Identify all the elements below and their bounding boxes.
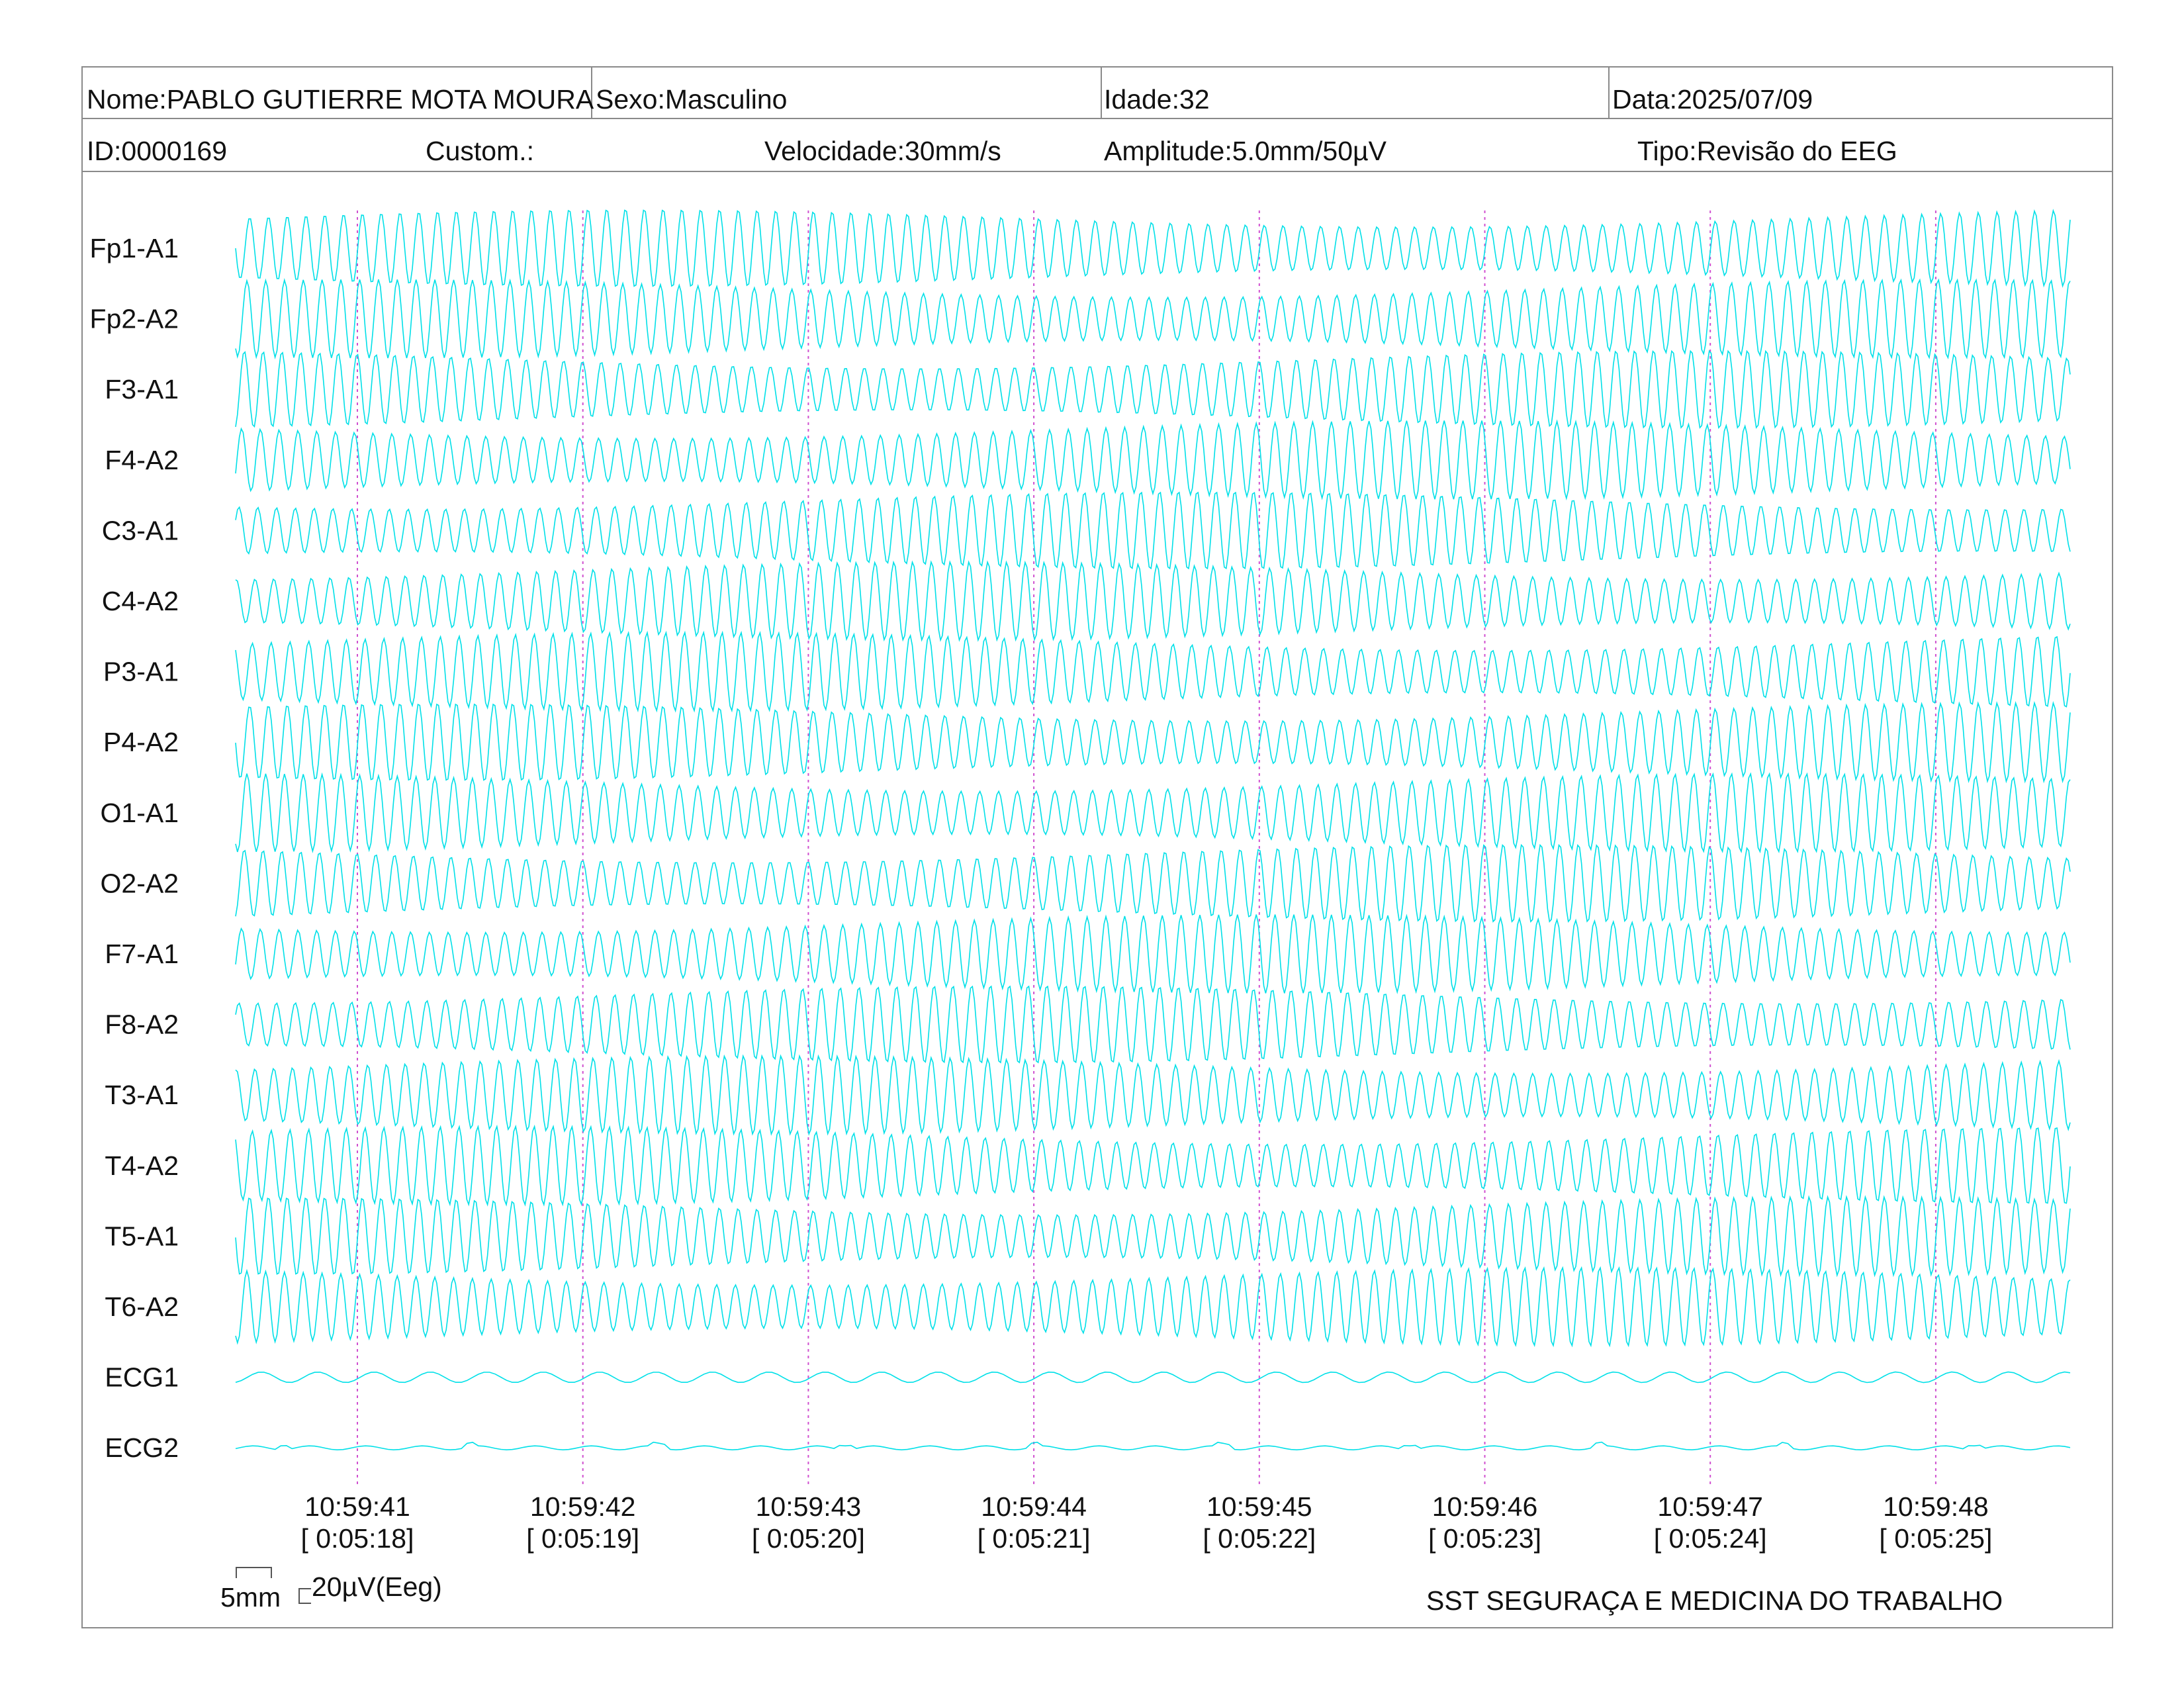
header-divider	[1101, 66, 1102, 119]
channel-label: F3-A1	[105, 374, 179, 404]
channel-trace	[235, 1054, 2071, 1136]
exam-type: Tipo:Revisão do EEG	[1637, 136, 1897, 166]
time-marker-clock: 10:59:47	[1657, 1491, 1763, 1522]
time-marker-elapsed: [ 0:05:22]	[1203, 1523, 1316, 1554]
channel-label: T4-A2	[105, 1150, 179, 1181]
channel-label: T5-A1	[105, 1221, 179, 1251]
channel-trace	[235, 1195, 2071, 1278]
time-marker-clock: 10:59:48	[1883, 1491, 1989, 1522]
time-marker-elapsed: [ 0:05:24]	[1654, 1523, 1767, 1554]
time-marker-clock: 10:59:46	[1432, 1491, 1538, 1522]
channel-trace	[235, 772, 2071, 854]
time-marker-elapsed: [ 0:05:19]	[526, 1523, 639, 1554]
time-marker-clock: 10:59:44	[981, 1491, 1087, 1522]
channel-trace	[235, 1124, 2071, 1207]
time-scale-mark	[236, 1567, 272, 1578]
time-marker-elapsed: [ 0:05:23]	[1428, 1523, 1541, 1554]
channel-trace	[235, 700, 2071, 784]
channel-label: C3-A1	[102, 515, 179, 545]
organization-name: SST SEGURAÇA E MEDICINA DO TRABALHO	[1426, 1585, 2003, 1616]
channel-label: F4-A2	[105, 445, 179, 475]
time-marker-elapsed: [ 0:05:21]	[978, 1523, 1091, 1554]
time-scale-label: 5mm	[220, 1582, 281, 1613]
channel-label: ECG2	[105, 1432, 179, 1463]
header-row-patient	[81, 66, 2113, 119]
exam-date: Data:2025/07/09	[1612, 84, 1813, 115]
channel-label: F7-A1	[105, 939, 179, 969]
amplitude-scale-mark	[298, 1588, 311, 1604]
recording-speed: Velocidade:30mm/s	[764, 136, 1001, 166]
patient-sex: Sexo:Masculino	[596, 84, 788, 115]
channel-trace	[235, 1371, 2071, 1383]
report-frame	[81, 66, 2113, 1628]
time-marker-clock: 10:59:43	[756, 1491, 862, 1522]
channel-label: P4-A2	[103, 727, 179, 757]
channel-label: T3-A1	[105, 1080, 179, 1110]
amplitude-scale-label: 20µV(Eeg)	[312, 1571, 442, 1602]
header-divider	[1608, 66, 1610, 119]
header-row-recording	[81, 119, 2113, 172]
channel-trace	[235, 985, 2071, 1064]
time-marker-elapsed: [ 0:05:18]	[301, 1523, 414, 1554]
channel-label: Fp2-A2	[90, 304, 179, 334]
time-marker-elapsed: [ 0:05:25]	[1879, 1523, 1992, 1554]
custom-field: Custom.:	[426, 136, 535, 166]
channel-trace	[235, 278, 2071, 359]
scale-bar	[236, 1567, 311, 1604]
time-marker-elapsed: [ 0:05:20]	[752, 1523, 865, 1554]
channel-trace	[235, 560, 2071, 642]
channel-trace	[235, 914, 2071, 994]
channel-label: O1-A1	[101, 798, 179, 828]
time-marker-clock: 10:59:42	[530, 1491, 636, 1522]
channel-trace	[235, 1441, 2071, 1451]
channel-label: T6-A2	[105, 1291, 179, 1322]
channel-label: C4-A2	[102, 586, 179, 616]
channel-trace	[235, 491, 2071, 570]
patient-id: ID:0000169	[87, 136, 228, 166]
channel-label: P3-A1	[103, 657, 179, 687]
header-divider	[591, 66, 592, 119]
channel-label: O2-A2	[101, 868, 179, 898]
channel-label: Fp1-A1	[90, 233, 179, 263]
channel-trace	[235, 1266, 2071, 1348]
patient-age: Idade:32	[1104, 84, 1210, 115]
channel-trace	[235, 843, 2071, 923]
patient-name: Nome:PABLO GUTIERRE MOTA MOURA	[87, 84, 594, 115]
time-marker-clock: 10:59:45	[1206, 1491, 1312, 1522]
time-marker-clock: 10:59:41	[304, 1491, 410, 1522]
recording-amplitude: Amplitude:5.0mm/50µV	[1104, 136, 1387, 166]
channel-label: ECG1	[105, 1362, 179, 1393]
channel-trace	[235, 350, 2071, 429]
channel-trace	[235, 209, 2071, 288]
channel-trace	[235, 419, 2071, 500]
channel-label: F8-A2	[105, 1009, 179, 1040]
channel-trace	[235, 630, 2071, 713]
